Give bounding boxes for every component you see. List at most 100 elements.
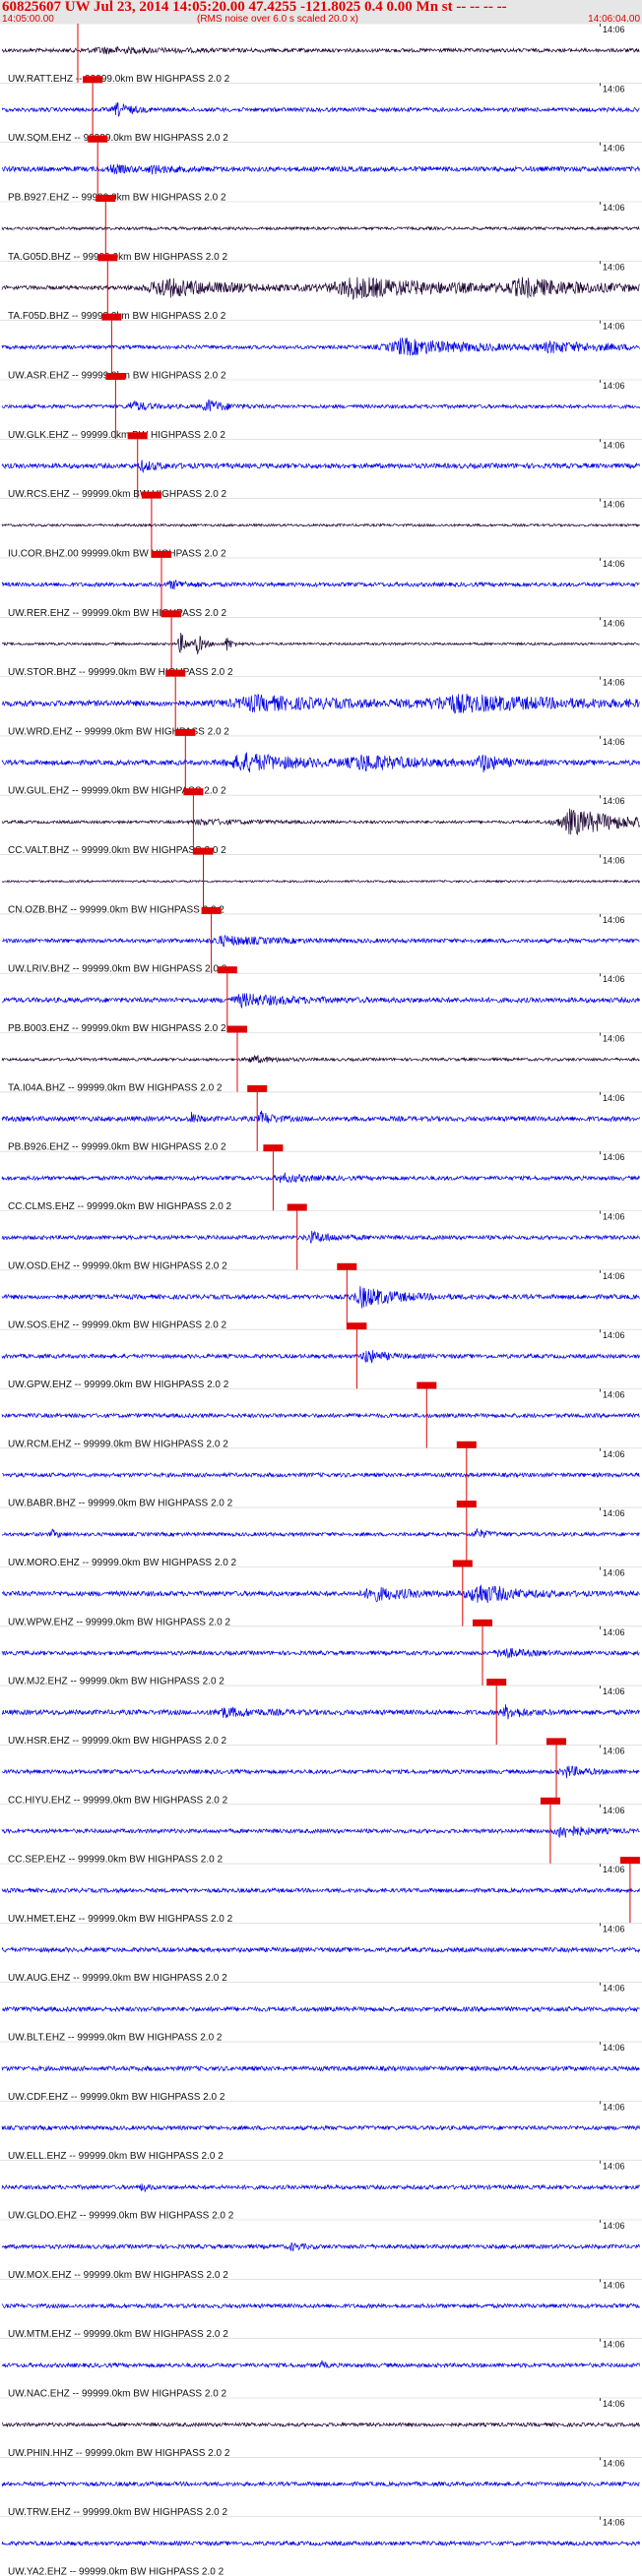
pick-marker	[417, 1381, 437, 1389]
waveform-trace	[1, 993, 640, 1010]
time-tick-label: 14:06	[603, 1212, 625, 1222]
pick-marker	[152, 550, 171, 558]
waveform-trace	[1, 1528, 640, 1539]
channel-label: UW.OSD.EHZ -- 99999.0km BW HIGHPASS 2.0 …	[8, 1260, 227, 1271]
waveform-trace	[1, 2302, 640, 2309]
channel-label: TA.I04A.BHZ -- 99999.0km BW HIGHPASS 2.0…	[8, 1082, 223, 1093]
pick-marker	[227, 1025, 247, 1033]
waveform-trace	[1, 1285, 640, 1309]
time-tick-label: 14:06	[603, 144, 625, 153]
pick-marker	[473, 1619, 492, 1626]
waveform-trace	[1, 2360, 640, 2369]
waveform-trace	[1, 1230, 640, 1244]
waveform-trace	[1, 45, 640, 55]
channel-label: UW.WRD.EHZ -- 99999.0km BW HIGHPASS 2.0 …	[8, 726, 229, 737]
pick-marker	[201, 906, 222, 914]
pick-marker	[217, 966, 237, 974]
waveform-trace	[1, 2242, 640, 2252]
channel-label: UW.RER.EHZ -- 99999.0km BW HIGHPASS 2.0 …	[8, 608, 227, 619]
channel-label: UW.MJ2.EHZ -- 99999.0km BW HIGHPASS 2.0 …	[8, 1677, 225, 1687]
time-tick-label: 14:06	[603, 2102, 625, 2112]
waveform-trace	[1, 1172, 640, 1184]
waveform-trace	[1, 1886, 640, 1894]
channel-label: CC.SEP.EHZ -- 99999.0km BW HIGHPASS 2.0 …	[8, 1855, 223, 1866]
pick-marker	[97, 254, 118, 262]
waveform-trace	[1, 1350, 640, 1364]
time-tick-label: 14:06	[603, 1568, 625, 1578]
pick-marker	[452, 1560, 473, 1567]
channel-label: UW.GUL.EHZ -- 99999.0km BW HIGHPASS 2.0 …	[8, 786, 226, 797]
time-tick-label: 14:06	[603, 915, 625, 925]
waveform-trace	[1, 1825, 640, 1839]
channel-label: UW.SQM.EHZ -- 99999.0km BW HIGHPASS 2.0 …	[8, 133, 228, 144]
channel-label: PB.B003.EHZ -- 99999.0km BW HIGHPASS 2.0…	[8, 1023, 226, 1034]
channel-label: CC.HIYU.EHZ -- 99999.0km BW HIGHPASS 2.0…	[8, 1795, 228, 1806]
time-tick-label: 14:06	[603, 2280, 625, 2290]
time-tick-label: 14:06	[603, 2458, 625, 2468]
channel-label: UW.MTM.EHZ -- 99999.0km BW HIGHPASS 2.0 …	[8, 2329, 228, 2340]
waveform-trace	[1, 879, 640, 884]
waveform-trace	[1, 2064, 640, 2072]
waveform-trace	[1, 2124, 640, 2131]
channel-label: UW.GLK.EHZ -- 99999.0km BW HIGHPASS 2.0 …	[8, 430, 225, 441]
time-tick-label: 14:06	[603, 262, 625, 272]
pick-marker	[347, 1322, 367, 1330]
channel-label: CC.VALT.BHZ -- 99999.0km BW HIGHPASS 2.0…	[8, 845, 226, 856]
channel-label: PB.B926.EHZ -- 99999.0km BW HIGHPASS 2.0…	[8, 1142, 226, 1153]
time-tick-label: 14:06	[603, 381, 625, 391]
time-tick-label: 14:06	[603, 1984, 625, 1993]
time-tick-label: 14:06	[603, 1508, 625, 1518]
waveform-trace	[1, 1584, 640, 1604]
time-tick-label: 14:06	[603, 1924, 625, 1933]
time-tick-label: 14:06	[603, 2518, 625, 2528]
waveform-trace	[1, 225, 640, 231]
time-tick-label: 14:06	[603, 856, 625, 866]
pick-marker	[486, 1679, 507, 1687]
pick-marker	[247, 1084, 268, 1092]
waveform-trace	[1, 1412, 640, 1419]
waveform-trace	[1, 1648, 640, 1659]
channel-label: UW.RATT.EHZ -- 99999.0km BW HIGHPASS 2.0…	[8, 74, 230, 85]
channel-label: UW.RCS.EHZ -- 99999.0km BW HIGHPASS 2.0 …	[8, 489, 227, 500]
waveform-trace	[1, 522, 640, 528]
time-tick-label: 14:06	[603, 1627, 625, 1637]
channel-label: CC.CLMS.EHZ -- 99999.0km BW HIGHPASS 2.0…	[8, 1201, 232, 1212]
pick-marker	[456, 1501, 477, 1508]
time-tick-label: 14:06	[603, 2340, 625, 2350]
time-tick-label: 14:06	[603, 1034, 625, 1044]
time-tick-label: 14:06	[603, 500, 625, 510]
time-tick-label: 14:06	[603, 1687, 625, 1696]
waveform-trace	[1, 2481, 640, 2487]
channel-label: UW.YA2.EHZ -- 99999.0km BW HIGHPASS 2.0 …	[8, 2567, 225, 2576]
waveform-trace	[1, 101, 640, 117]
channel-label: UW.NAC.EHZ -- 99999.0km BW HIGHPASS 2.0 …	[8, 2389, 227, 2400]
time-tick-label: 14:06	[603, 1330, 625, 1340]
scaling-note: (RMS noise over 6.0 s scaled 20.0 x)	[197, 14, 358, 25]
waveform-trace	[1, 1471, 640, 1479]
waveform-trace	[1, 163, 640, 175]
waveform-trace	[1, 276, 640, 301]
waveform-trace	[1, 1945, 640, 1954]
channel-label: UW.AUG.EHZ -- 99999.0km BW HIGHPASS 2.0 …	[8, 1973, 227, 1984]
channel-label: UW.HSR.EHZ -- 99999.0km BW HIGHPASS 2.0 …	[8, 1736, 227, 1747]
pick-marker	[96, 195, 116, 202]
channel-label: UW.PHIN.HHZ -- 99999.0km BW HIGHPASS 2.0…	[8, 2448, 230, 2459]
time-tick-label: 14:06	[603, 440, 625, 450]
pick-marker	[337, 1262, 357, 1270]
channel-label: UW.BABR.BHZ -- 99999.0km BW HIGHPASS 2.0…	[8, 1499, 233, 1509]
channel-label: IU.COR.BHZ.00 99999.0km BW HIGHPASS 2.0 …	[8, 548, 226, 559]
channel-label: UW.LRIV.BHZ -- 99999.0km BW HIGHPASS 2.0…	[8, 964, 227, 975]
waveform-trace	[1, 2005, 640, 2013]
channel-label: UW.SOS.EHZ -- 99999.0km BW HIGHPASS 2.0 …	[8, 1320, 227, 1331]
waveform-trace	[1, 632, 640, 655]
channel-label: PB.B927.EHZ -- 99999.0km BW HIGHPASS 2.0…	[8, 193, 226, 204]
event-title: 60825607 UW Jul 23, 2014 14:05:20.00 47.…	[2, 0, 507, 15]
time-tick-label: 14:06	[603, 1806, 625, 1815]
channel-label: UW.GLDO.EHZ -- 99999.0km BW HIGHPASS 2.0…	[8, 2211, 234, 2222]
pick-marker	[161, 610, 182, 618]
pick-marker	[619, 1857, 640, 1865]
waveform-trace	[1, 693, 640, 714]
channel-label: UW.CDF.EHZ -- 99999.0km BW HIGHPASS 2.0 …	[8, 2092, 225, 2103]
time-tick-label: 14:06	[603, 2399, 625, 2409]
time-tick-label: 14:06	[603, 559, 625, 569]
